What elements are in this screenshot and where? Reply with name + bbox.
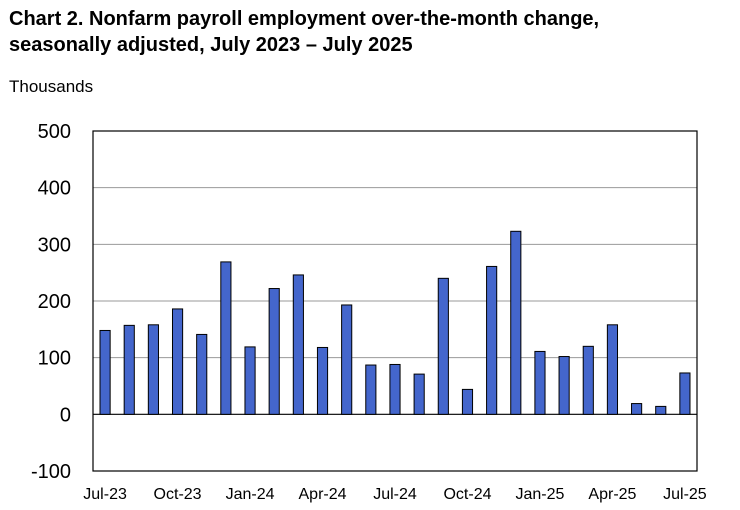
bar — [679, 372, 691, 415]
y-tick-label: -100 — [31, 461, 71, 483]
y-tick-label: 500 — [38, 121, 71, 143]
bar — [220, 261, 232, 415]
x-tick-label: Oct-24 — [443, 486, 491, 503]
x-tick-label: Apr-25 — [588, 486, 636, 503]
bar — [413, 373, 425, 415]
x-tick-label: Apr-24 — [299, 486, 347, 503]
bar — [147, 324, 159, 415]
bar — [486, 265, 498, 415]
bar — [196, 333, 208, 415]
x-tick-label: Oct-23 — [154, 486, 202, 503]
x-tick-label: Jan-25 — [515, 486, 564, 503]
bar — [437, 277, 449, 415]
bar — [292, 274, 304, 415]
y-tick-label: 200 — [38, 291, 71, 313]
bar — [171, 308, 184, 415]
x-tick-label: Jul-24 — [373, 486, 417, 503]
chart-title: Chart 2. Nonfarm payroll employment over… — [9, 6, 734, 58]
bar — [389, 363, 401, 415]
bar — [631, 403, 643, 415]
y-tick-label: 100 — [38, 348, 71, 370]
y-tick-label: 400 — [38, 178, 71, 200]
plot-frame — [92, 130, 698, 472]
bar — [244, 346, 256, 415]
x-tick-label: Jan-24 — [226, 486, 275, 503]
bar — [268, 288, 280, 415]
bar — [99, 329, 111, 415]
chart-title-line-2: seasonally adjusted, July 2023 – July 20… — [9, 34, 413, 56]
bar — [510, 230, 522, 415]
chart-title-line-1: Chart 2. Nonfarm payroll employment over… — [9, 8, 600, 30]
bar — [558, 356, 570, 415]
bar — [316, 346, 329, 415]
y-axis-units-label: Thousands — [9, 77, 94, 96]
y-tick-label: 300 — [38, 234, 71, 256]
bar — [606, 324, 619, 415]
bar — [534, 350, 546, 415]
bar — [341, 304, 353, 415]
bar — [365, 364, 377, 415]
bar — [461, 388, 474, 415]
x-tick-label: Jul-25 — [663, 486, 707, 503]
bar — [123, 324, 135, 415]
y-tick-label: 0 — [60, 404, 71, 426]
bar — [582, 345, 594, 415]
x-tick-label: Jul-23 — [83, 486, 127, 503]
bar — [655, 405, 667, 415]
